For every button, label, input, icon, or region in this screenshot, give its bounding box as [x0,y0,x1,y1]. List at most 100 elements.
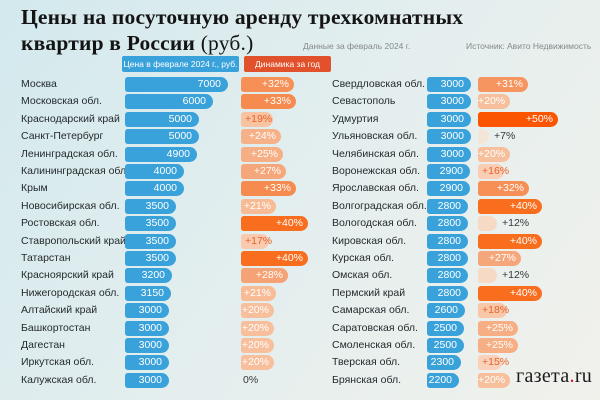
price-bar: 2900 [427,181,470,197]
region-label: Тверская обл. [332,356,401,369]
price-bar: 3000 [427,129,471,145]
price-bar: 3500 [125,216,176,232]
region-label: Крым [21,182,48,195]
price-bar: 4900 [125,146,197,162]
price-bar: 2800 [427,251,468,266]
change-bar [478,268,497,284]
change-column-header: Динамика за год [244,56,331,72]
price-bar: 2800 [427,216,468,232]
change-bar: +21% [241,198,276,214]
change-bar: +27% [478,251,521,266]
price-bar: 3000 [125,303,169,319]
change-bar: +20% [478,372,510,388]
change-bar: +40% [241,216,308,232]
change-bar: +20% [478,94,510,110]
change-bar [478,129,489,145]
gazeta-logo: газета.ru [516,365,592,388]
change-value: +7% [494,130,516,143]
change-value: +12% [502,269,530,282]
region-label: Алтайский край [21,304,98,317]
region-label: Пермский край [332,286,406,299]
change-bar: +40% [478,285,542,301]
region-label: Краснодарский край [21,112,120,125]
change-bar: +32% [478,181,529,197]
region-label: Красноярский край [21,269,114,282]
price-bar: 2800 [427,285,468,301]
price-bar: 4000 [125,164,184,179]
change-bar: +20% [478,146,510,162]
change-bar: +20% [241,320,274,336]
region-label: Волгоградская обл. [332,199,427,212]
price-bar: 2800 [427,198,468,214]
change-bar: +16% [478,164,509,179]
title-unit: (руб.) [200,31,254,55]
region-label: Самарская обл. [332,304,410,317]
change-bar [478,216,497,232]
price-bar: 3000 [125,338,169,353]
region-label: Курская обл. [332,252,395,264]
logo-tld: ru [574,365,593,387]
region-label: Московская обл. [21,95,102,108]
change-bar: +33% [241,181,296,197]
region-label: Ульяновская обл. [332,130,418,143]
price-bar: 2800 [427,233,468,249]
price-bar: 2600 [427,303,465,319]
price-bar: 3000 [427,77,471,92]
price-bar: 2500 [427,338,464,353]
change-bar: +20% [241,338,274,353]
region-label: Санкт-Петербург [21,130,104,143]
region-label: Севастополь [332,95,396,108]
region-label: Новосибирская обл. [21,199,120,212]
change-bar: +32% [241,77,294,92]
price-bar: 3000 [125,372,169,388]
region-label: Башкортостан [21,321,91,334]
change-bar: +50% [478,111,558,127]
price-bar: 3000 [125,320,169,336]
price-bar: 5000 [125,111,199,127]
region-label: Омская обл. [332,269,393,282]
change-bar: +18% [478,303,509,319]
title-line2: квартир в России [21,31,196,55]
region-label: Воронежская обл. [332,165,421,177]
region-label: Нижегородская обл. [21,286,120,299]
price-bar: 6000 [125,94,213,110]
region-label: Брянская обл. [332,373,402,386]
logo-name: газета [516,365,570,387]
data-period-note: Данные за февраль 2024 г. [303,41,411,51]
price-bar: 3000 [427,94,471,110]
change-bar: +21% [241,285,276,301]
region-label: Иркутская обл. [21,356,94,369]
region-label: Челябинская обл. [332,147,419,160]
change-bar: +20% [241,303,274,319]
price-bar: 2200 [427,372,459,388]
change-value: +12% [502,217,530,230]
change-bar: +19% [241,111,273,127]
region-label: Татарстан [21,252,71,264]
price-bar: 3000 [427,146,471,162]
source-note: Источник: Авито Недвижимость [466,41,592,51]
page-title: Цены на посуточную аренду трехкомнатных … [21,4,541,56]
price-bar: 3000 [427,111,471,127]
price-bar: 3200 [125,268,172,284]
change-bar: +27% [241,164,286,179]
change-bar: +25% [241,146,283,162]
change-bar: +28% [241,268,288,284]
price-bar: 4000 [125,181,184,197]
price-column-header: Цена в феврале 2024 г., руб. [122,56,239,72]
change-bar: +20% [241,355,274,371]
region-label: Кировская обл. [332,234,407,247]
change-value: 0% [243,373,259,386]
region-label: Ставропольский край [21,234,126,247]
price-bar: 3150 [125,285,171,301]
price-bar: 2300 [427,355,461,371]
region-label: Ростовская обл. [21,217,100,230]
price-bar: 3500 [125,198,176,214]
price-bar: 2800 [427,268,468,284]
logo-dot: . [569,365,575,387]
change-bar: +25% [478,320,518,336]
price-bar: 3500 [125,233,176,249]
change-bar: +25% [478,338,518,353]
region-label: Саратовская обл. [332,321,418,334]
region-label: Смоленская обл. [332,339,416,351]
